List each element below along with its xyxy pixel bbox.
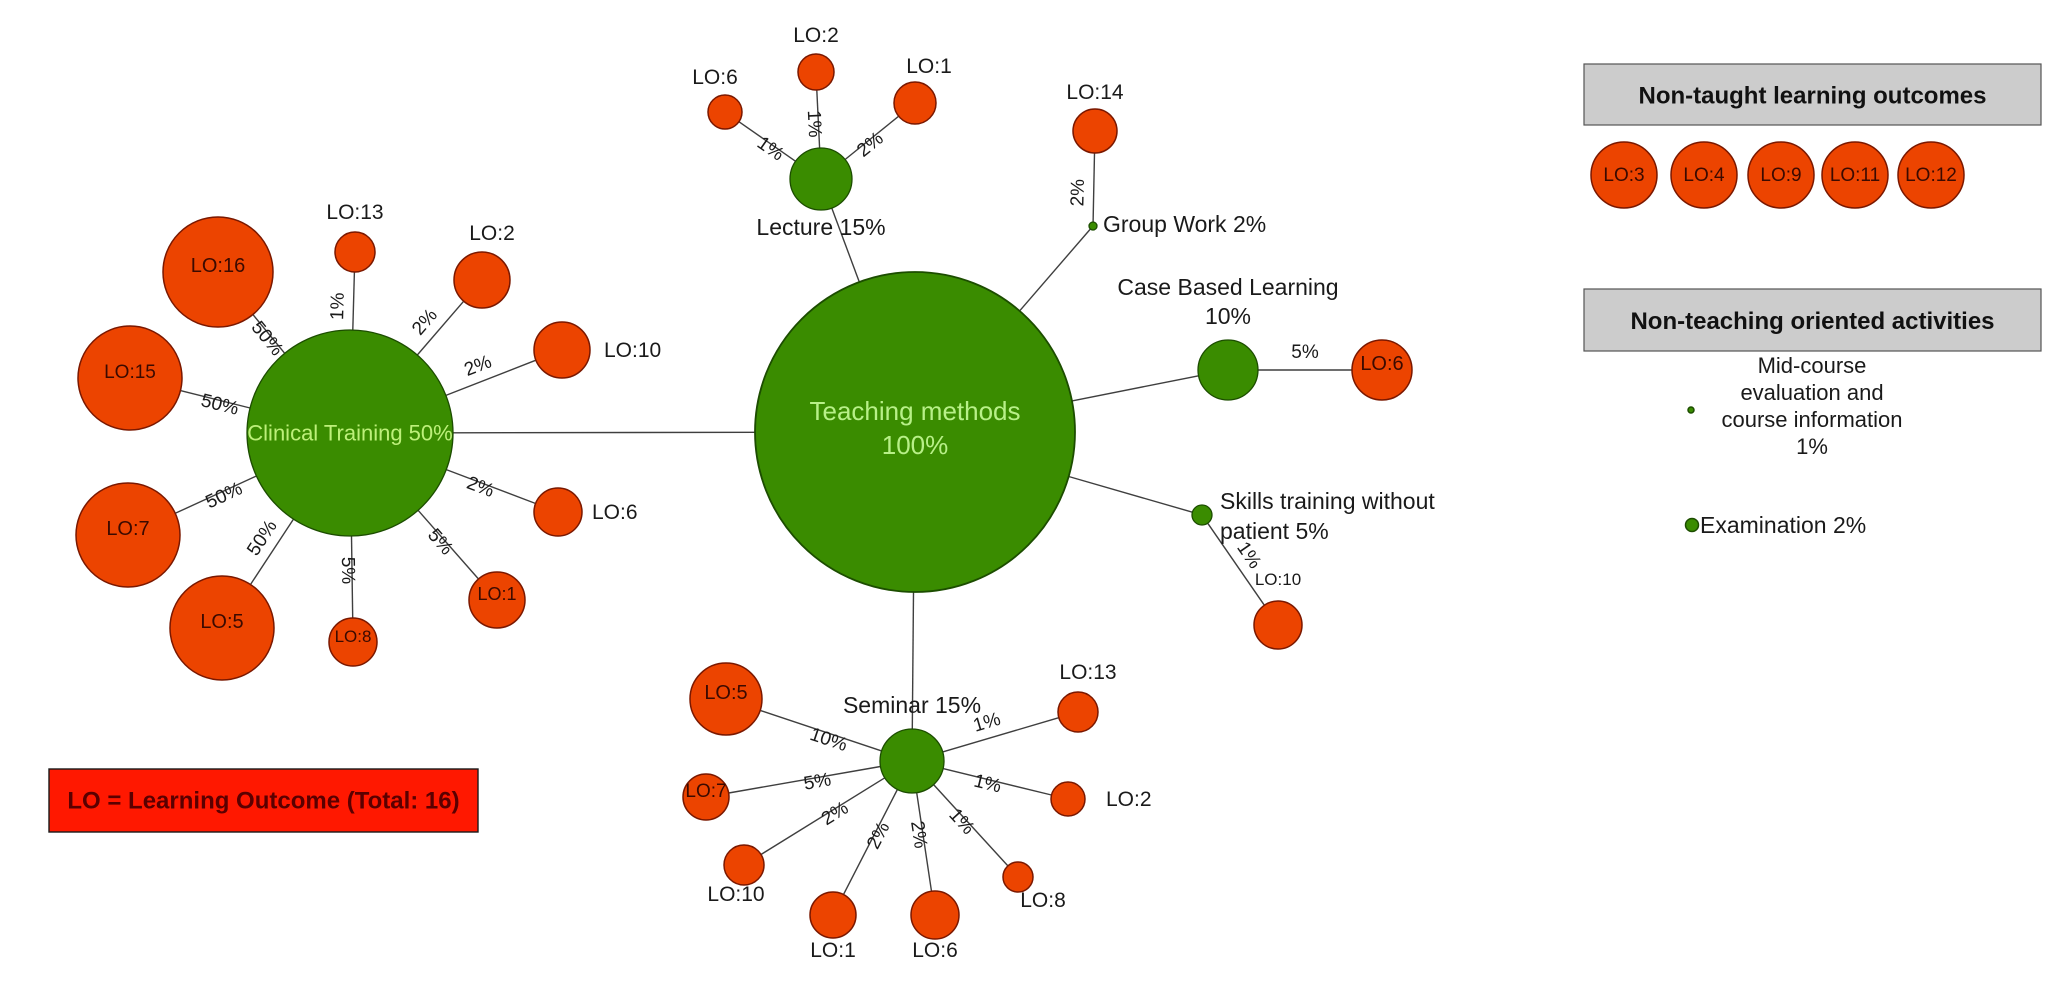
svg-text:LO:6: LO:6 [592, 501, 638, 524]
svg-text:2%: 2% [906, 820, 931, 850]
svg-text:Non-taught learning outcomes: Non-taught learning outcomes [1639, 83, 1987, 110]
svg-text:LO:11: LO:11 [1830, 165, 1880, 186]
svg-text:LO:10: LO:10 [1255, 570, 1301, 589]
svg-text:LO:13: LO:13 [326, 201, 383, 224]
svg-text:Case Based Learning: Case Based Learning [1117, 274, 1338, 300]
svg-text:Examination 2%: Examination 2% [1700, 512, 1866, 538]
svg-text:evaluation and: evaluation and [1740, 380, 1883, 405]
svg-text:LO:2: LO:2 [469, 222, 515, 245]
svg-text:LO:10: LO:10 [604, 339, 661, 362]
svg-text:LO:15: LO:15 [104, 362, 156, 383]
svg-text:LO:1: LO:1 [906, 55, 952, 78]
svg-text:2%: 2% [1067, 179, 1089, 207]
svg-text:LO:13: LO:13 [1059, 661, 1116, 684]
svg-text:LO:6: LO:6 [912, 939, 958, 962]
svg-text:LO:14: LO:14 [1066, 81, 1124, 104]
svg-text:Lecture 15%: Lecture 15% [756, 214, 885, 240]
svg-text:LO:8: LO:8 [1020, 889, 1066, 912]
svg-text:LO:4: LO:4 [1683, 165, 1725, 186]
svg-text:1%: 1% [803, 110, 825, 139]
svg-text:1%: 1% [1796, 434, 1828, 459]
svg-text:patient 5%: patient 5% [1220, 518, 1329, 544]
svg-text:Group Work 2%: Group Work 2% [1103, 211, 1266, 237]
svg-text:Seminar 15%: Seminar 15% [843, 692, 981, 718]
svg-text:Teaching methods: Teaching methods [809, 396, 1020, 426]
svg-text:LO:2: LO:2 [793, 24, 839, 47]
svg-text:Non-teaching oriented activiti: Non-teaching oriented activities [1630, 308, 1994, 335]
svg-text:LO = Learning Outcome (Total:: LO = Learning Outcome (Total: 16) [67, 788, 459, 815]
svg-text:LO:9: LO:9 [1760, 165, 1801, 186]
svg-text:Skills training without: Skills training without [1220, 488, 1435, 514]
svg-text:LO:12: LO:12 [1905, 165, 1957, 186]
svg-text:Mid-course: Mid-course [1758, 353, 1867, 378]
svg-text:course information: course information [1722, 407, 1903, 432]
svg-text:5%: 5% [337, 557, 358, 585]
svg-text:100%: 100% [882, 430, 949, 460]
svg-text:LO:8: LO:8 [335, 627, 372, 646]
svg-text:LO:6: LO:6 [1360, 353, 1403, 375]
svg-text:LO:5: LO:5 [200, 611, 243, 633]
svg-text:LO:7: LO:7 [106, 518, 149, 540]
svg-text:LO:16: LO:16 [191, 255, 245, 277]
svg-text:LO:1: LO:1 [477, 584, 516, 604]
svg-text:LO:7: LO:7 [685, 781, 726, 802]
svg-text:LO:6: LO:6 [692, 66, 738, 89]
svg-text:Clinical Training 50%: Clinical Training 50% [247, 421, 452, 446]
svg-text:10%: 10% [1205, 303, 1251, 329]
svg-text:1%: 1% [327, 292, 349, 320]
svg-text:LO:1: LO:1 [810, 939, 856, 962]
svg-text:LO:2: LO:2 [1106, 788, 1152, 811]
svg-text:5%: 5% [1291, 342, 1319, 363]
svg-text:LO:5: LO:5 [704, 682, 747, 704]
svg-text:LO:10: LO:10 [707, 883, 764, 906]
svg-text:LO:3: LO:3 [1603, 165, 1644, 186]
